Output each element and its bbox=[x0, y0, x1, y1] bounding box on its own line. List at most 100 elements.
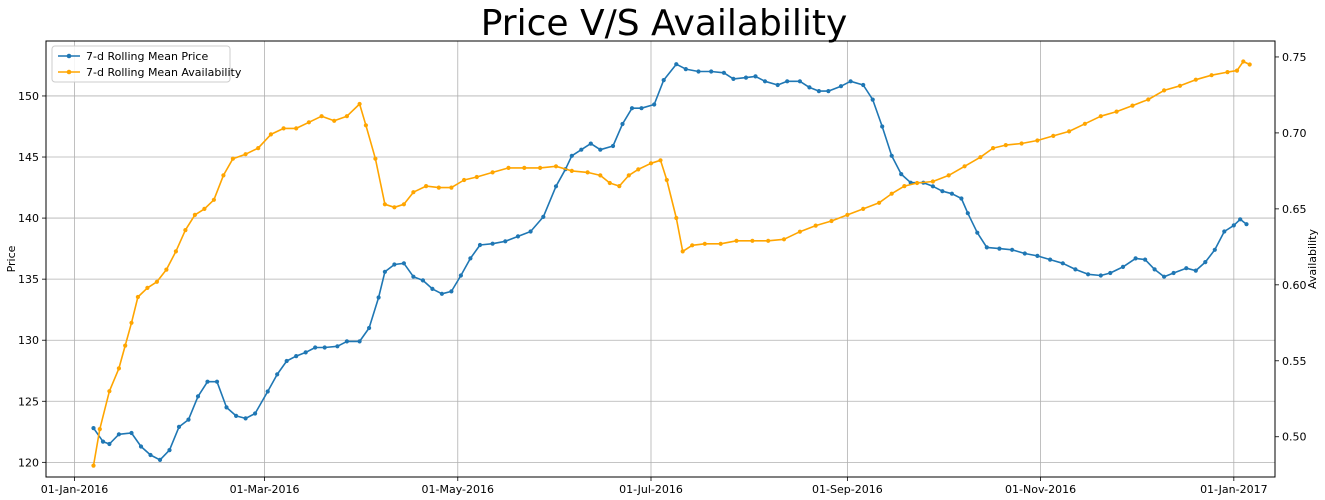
data-point-price bbox=[661, 78, 666, 83]
data-point-availability bbox=[1209, 73, 1214, 78]
data-point-price bbox=[899, 172, 904, 177]
data-point-price bbox=[696, 69, 701, 74]
data-point-price bbox=[775, 82, 780, 88]
data-point-price bbox=[322, 345, 327, 350]
data-point-availability bbox=[1225, 70, 1230, 75]
data-point-price bbox=[997, 246, 1002, 251]
data-point-price bbox=[975, 230, 980, 235]
data-point-availability bbox=[861, 206, 866, 211]
x-tick-label: 01-May-2016 bbox=[422, 483, 494, 496]
y2-tick-label: 0.65 bbox=[1282, 203, 1307, 216]
data-point-price bbox=[1022, 251, 1027, 256]
data-point-availability bbox=[902, 184, 907, 189]
data-point-price bbox=[1035, 253, 1040, 258]
data-point-availability bbox=[116, 366, 121, 371]
data-point-price bbox=[553, 184, 559, 189]
data-point-price bbox=[949, 191, 955, 196]
data-point-price bbox=[880, 124, 885, 129]
data-point-price bbox=[639, 106, 644, 111]
data-point-availability bbox=[1193, 77, 1198, 82]
data-point-price bbox=[138, 444, 144, 449]
data-point-availability bbox=[490, 170, 495, 175]
data-point-price bbox=[420, 278, 425, 283]
data-point-price bbox=[157, 457, 163, 462]
data-point-price bbox=[797, 79, 803, 84]
data-point-availability bbox=[569, 168, 574, 173]
data-point-availability bbox=[97, 427, 102, 432]
data-point-availability bbox=[617, 184, 622, 189]
data-point-price bbox=[579, 147, 584, 152]
data-point-availability bbox=[230, 156, 235, 161]
data-point-price bbox=[303, 350, 308, 355]
data-point-price bbox=[344, 339, 349, 344]
data-point-availability bbox=[1051, 133, 1056, 138]
legend: 7-d Rolling Mean Price 7-d Rolling Mean … bbox=[51, 45, 242, 83]
data-point-availability bbox=[411, 190, 416, 195]
data-point-price bbox=[1184, 266, 1189, 271]
data-point-price bbox=[629, 106, 635, 111]
data-point-availability bbox=[268, 132, 273, 137]
data-point-availability bbox=[845, 212, 850, 217]
data-point-price bbox=[1212, 247, 1217, 252]
grid-lines bbox=[46, 41, 1275, 477]
data-point-availability bbox=[1114, 109, 1119, 114]
data-point-price bbox=[243, 416, 248, 421]
data-point-availability bbox=[474, 174, 479, 180]
data-point-price bbox=[357, 339, 362, 344]
x-tick-label: 01-Nov-2016 bbox=[1005, 483, 1076, 496]
data-point-availability bbox=[797, 229, 803, 234]
data-point-price bbox=[148, 452, 153, 458]
data-point-price bbox=[1231, 223, 1236, 228]
data-point-price bbox=[762, 79, 768, 84]
data-point-price bbox=[838, 84, 844, 89]
data-point-price bbox=[1193, 268, 1198, 273]
data-point-availability bbox=[1234, 68, 1240, 73]
data-point-price bbox=[376, 295, 381, 300]
data-point-price bbox=[1010, 247, 1015, 252]
data-point-availability bbox=[718, 241, 723, 246]
data-point-availability bbox=[991, 146, 996, 151]
data-point-price bbox=[411, 274, 416, 279]
y2-tick-label: 0.50 bbox=[1282, 431, 1307, 444]
y-tick-label: 135 bbox=[18, 273, 39, 286]
data-point-availability bbox=[690, 243, 695, 248]
data-point-availability bbox=[915, 180, 920, 186]
data-point-availability bbox=[145, 285, 150, 290]
data-point-price bbox=[1171, 270, 1176, 276]
data-point-price bbox=[430, 286, 435, 291]
data-point-price bbox=[439, 291, 444, 296]
series-line-availability bbox=[92, 60, 1251, 466]
data-point-availability bbox=[357, 101, 362, 107]
data-point-availability bbox=[183, 228, 188, 233]
data-point-price bbox=[1133, 256, 1138, 261]
data-point-availability bbox=[1177, 83, 1183, 88]
data-point-price bbox=[785, 79, 790, 84]
data-point-availability bbox=[1082, 121, 1087, 126]
data-point-availability bbox=[829, 218, 834, 224]
data-point-availability bbox=[1247, 62, 1252, 67]
data-point-price bbox=[129, 430, 134, 436]
data-point-price bbox=[335, 344, 340, 349]
data-point-availability bbox=[373, 156, 378, 161]
data-point-price bbox=[91, 426, 96, 431]
data-point-price bbox=[284, 358, 289, 364]
data-point-price bbox=[1048, 257, 1053, 262]
x-tick-label: 01-Jul-2016 bbox=[619, 483, 683, 496]
data-point-availability bbox=[164, 267, 169, 272]
data-point-price bbox=[449, 289, 454, 294]
data-point-availability bbox=[1067, 129, 1072, 134]
data-point-price bbox=[598, 147, 603, 152]
series-layer bbox=[91, 59, 1252, 468]
data-point-availability bbox=[658, 158, 663, 163]
data-point-price bbox=[620, 121, 625, 127]
data-point-price bbox=[490, 241, 495, 246]
data-point-availability bbox=[813, 223, 818, 228]
data-point-availability bbox=[294, 126, 299, 131]
data-point-availability bbox=[750, 238, 755, 243]
data-point-availability bbox=[202, 206, 207, 211]
data-point-availability bbox=[607, 180, 612, 186]
data-point-availability bbox=[889, 191, 894, 196]
y2-tick-label: 0.75 bbox=[1282, 51, 1307, 64]
data-point-price bbox=[721, 70, 727, 75]
